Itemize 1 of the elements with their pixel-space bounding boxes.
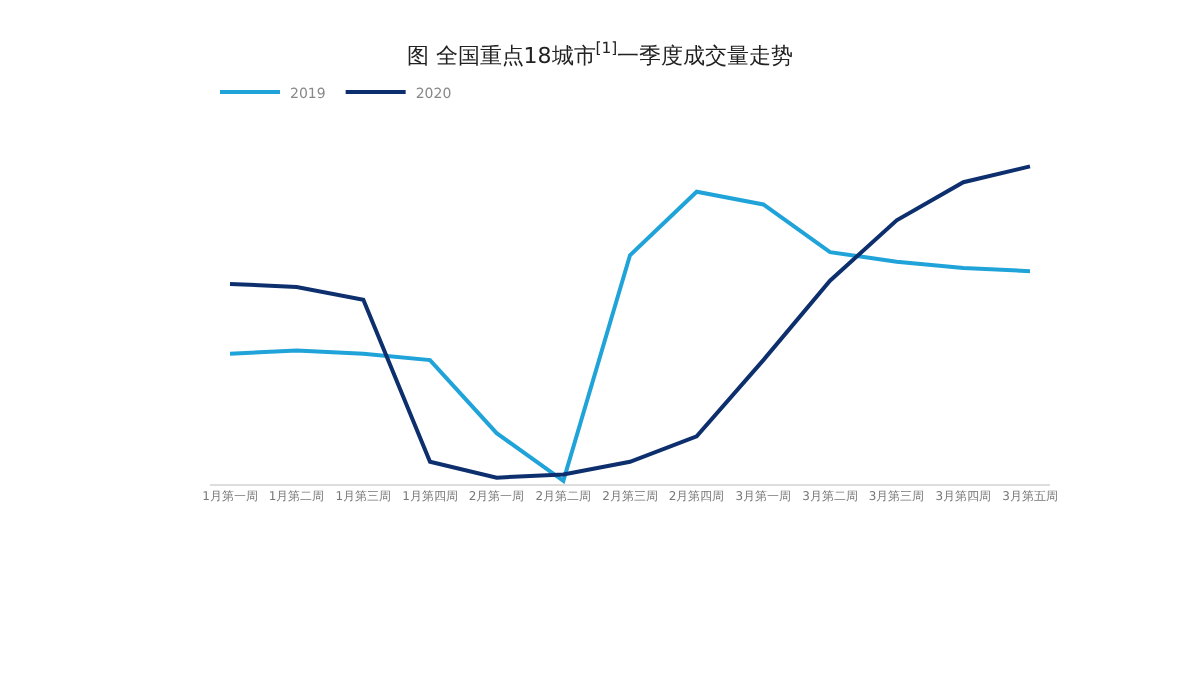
chart-title: 图 全国重点18城市$^{[1]}$一季度成交量走势 <box>406 39 794 69</box>
